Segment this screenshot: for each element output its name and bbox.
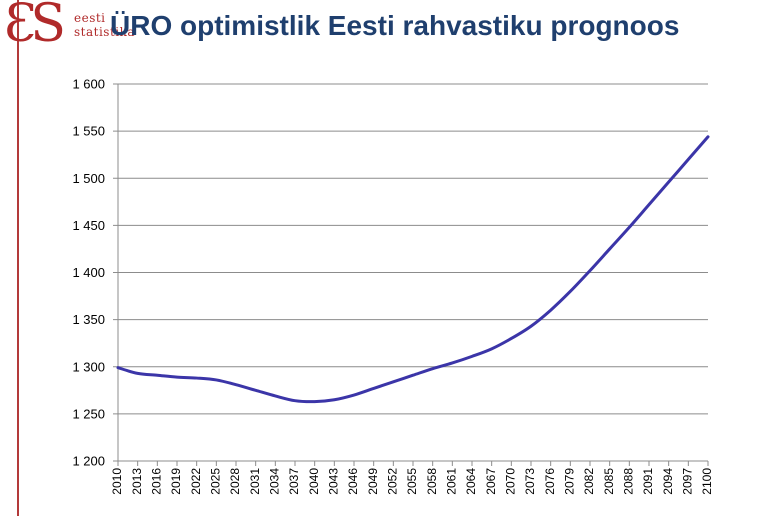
y-tick-label: 1 300	[72, 359, 105, 374]
x-tick-label: 2022	[189, 468, 203, 495]
gridlines	[113, 83, 708, 462]
y-tick-label: 1 500	[72, 171, 105, 186]
x-tick-label: 2052	[386, 468, 400, 495]
y-tick-labels: 1 200 1 250 1 300 1 350 1 400 1 450 1 500 1 550…	[72, 77, 105, 469]
x-tick-label: 2049	[366, 468, 380, 495]
statistics-estonia-logo: ƐS eesti statistika	[2, 0, 135, 60]
x-tick-label: 2070	[504, 468, 518, 495]
x-tick-label: 2010	[110, 468, 124, 495]
axes	[117, 84, 709, 466]
x-tick-label: 2085	[602, 468, 616, 495]
y-tick-label: 1 550	[72, 124, 105, 139]
x-tick-label: 2034	[268, 468, 282, 495]
x-tick-label: 2040	[307, 468, 321, 495]
y-tick-label: 1 350	[72, 312, 105, 327]
x-tick-label: 2013	[130, 468, 144, 495]
x-tick-label: 2091	[641, 468, 655, 495]
x-tick-label: 2097	[681, 468, 695, 495]
x-tick-label: 2046	[346, 468, 360, 495]
y-tick-label: 1 200	[72, 454, 105, 469]
x-tick-label: 2016	[150, 468, 164, 495]
chart-title: ÜRO optimistlik Eesti rahvastiku prognoo…	[110, 10, 680, 41]
x-tick-label: 2067	[484, 468, 498, 495]
x-tick-labels: 2010 2013 2016 2019 2022 2025 2028 2031 2034 2037…	[110, 468, 714, 495]
x-tick-label: 2025	[209, 468, 223, 495]
x-tick-label: 2055	[405, 468, 419, 495]
x-tick-label: 2073	[523, 468, 537, 495]
series-line	[116, 135, 710, 404]
y-tick-label: 1 250	[72, 406, 105, 421]
y-tick-label: 1 400	[72, 265, 105, 280]
x-tick-label: 2064	[464, 468, 478, 495]
logo-text-line1: eesti	[74, 11, 106, 25]
x-tick-label: 2094	[661, 468, 675, 495]
x-tick-label: 2079	[563, 468, 577, 495]
logo-mark: ƐS	[4, 0, 66, 54]
y-tick-label: 1 450	[72, 218, 105, 233]
x-tick-label: 2031	[248, 468, 262, 495]
x-tick-label: 2043	[327, 468, 341, 495]
x-tick-label: 2088	[622, 468, 636, 495]
x-tick-label: 2037	[287, 468, 301, 495]
x-tick-label: 2082	[582, 468, 596, 495]
series-group	[116, 135, 710, 404]
accent-vertical-line	[17, 0, 19, 516]
x-tick-label: 2019	[169, 468, 183, 495]
x-tick-label: 2076	[543, 468, 557, 495]
x-tick-label: 2061	[445, 468, 459, 495]
x-tick-label: 2028	[228, 468, 242, 495]
x-tick-label: 2058	[425, 468, 439, 495]
y-tick-label: 1 600	[72, 77, 105, 92]
x-tick-label: 2100	[700, 468, 714, 495]
